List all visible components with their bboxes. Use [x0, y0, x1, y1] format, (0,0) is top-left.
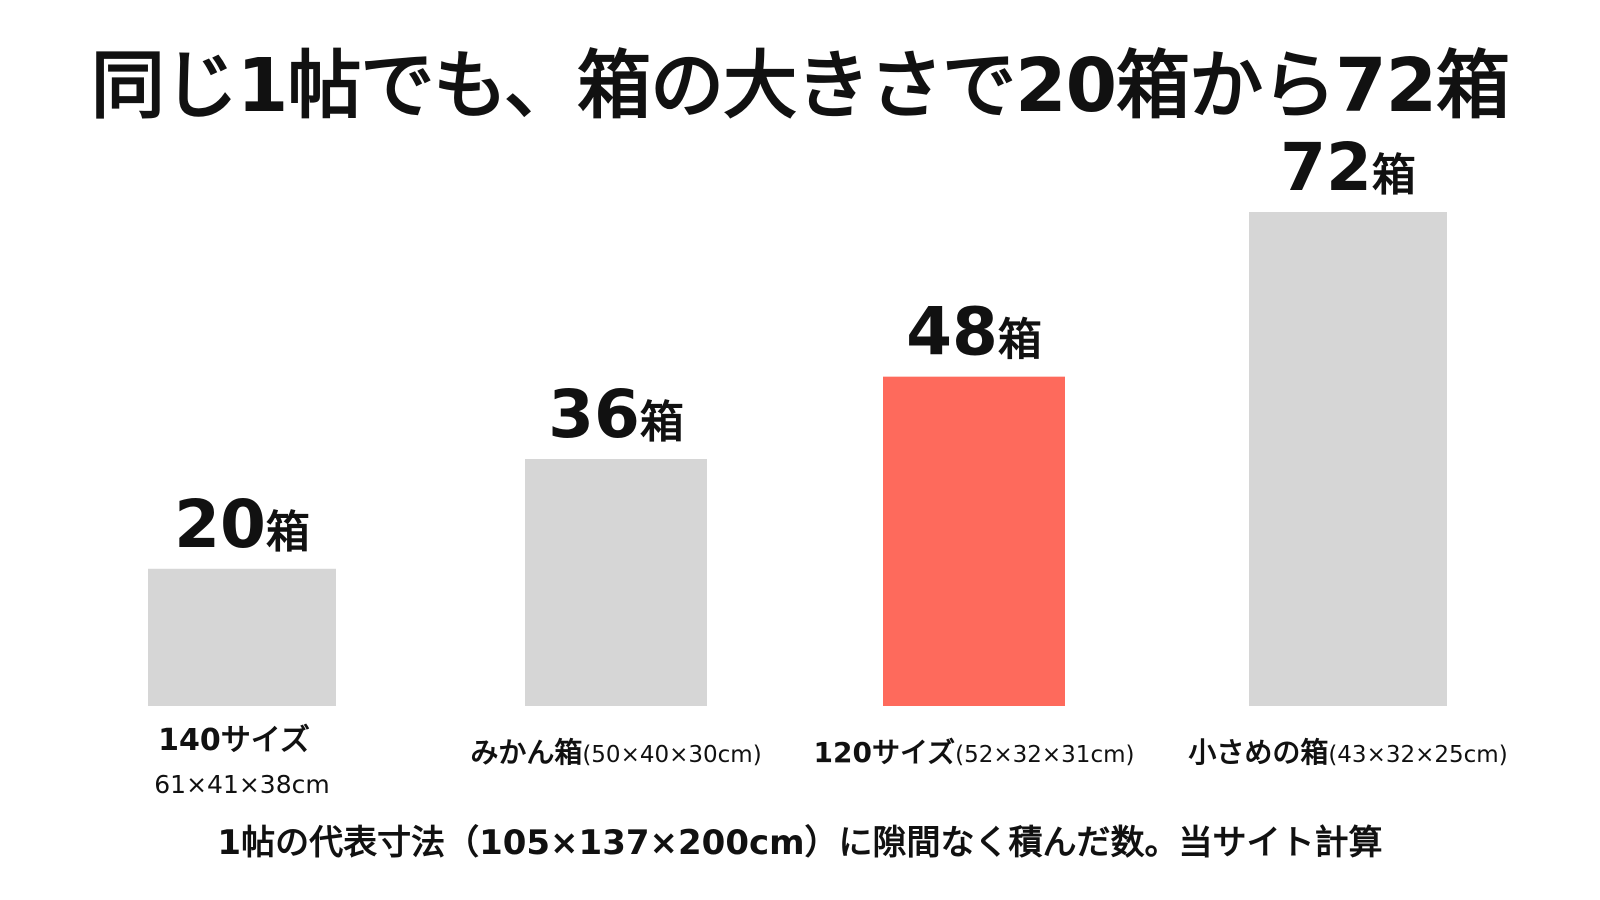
category-dims: (43×32×25cm): [1328, 742, 1507, 768]
value-number: 48: [906, 294, 998, 371]
chart-footnote: 1帖の代表寸法（105×137×200cm）に隙間なく積んだ数。当サイト計算: [217, 823, 1383, 863]
value-unit: 箱: [640, 397, 684, 448]
category-label-4: 小さめの箱(43×32×25cm): [1188, 736, 1507, 769]
value-label-4: 72箱: [1280, 129, 1416, 206]
bar-1: [148, 568, 336, 706]
value-unit: 箱: [1372, 150, 1416, 201]
category-name: 小さめの箱: [1188, 736, 1328, 769]
bar-2: [525, 459, 707, 706]
bar-4: [1249, 212, 1447, 706]
category-dims-1: 61×41×38cm: [154, 770, 329, 799]
value-number: 36: [548, 376, 640, 453]
value-number: 20: [174, 486, 266, 563]
category-label-3: 120サイズ(52×32×31cm): [814, 736, 1135, 769]
value-unit: 箱: [998, 315, 1042, 366]
value-label-2: 36箱: [548, 376, 684, 453]
category-dims: (50×40×30cm): [582, 742, 761, 768]
value-label-1: 20箱: [174, 486, 310, 563]
category-label-2: みかん箱(50×40×30cm): [470, 736, 761, 769]
category-name: 120サイズ: [814, 736, 956, 769]
category-dims: (52×32×31cm): [955, 742, 1134, 768]
value-unit: 箱: [266, 507, 310, 558]
category-label-1: 140サイズ: [158, 723, 310, 758]
chart-title: 同じ1帖でも、箱の大きさで20箱から72箱: [90, 43, 1510, 129]
bar-3: [883, 376, 1065, 706]
value-number: 72: [1280, 129, 1372, 206]
category-name: みかん箱: [470, 736, 582, 769]
value-label-3: 48箱: [906, 294, 1042, 371]
